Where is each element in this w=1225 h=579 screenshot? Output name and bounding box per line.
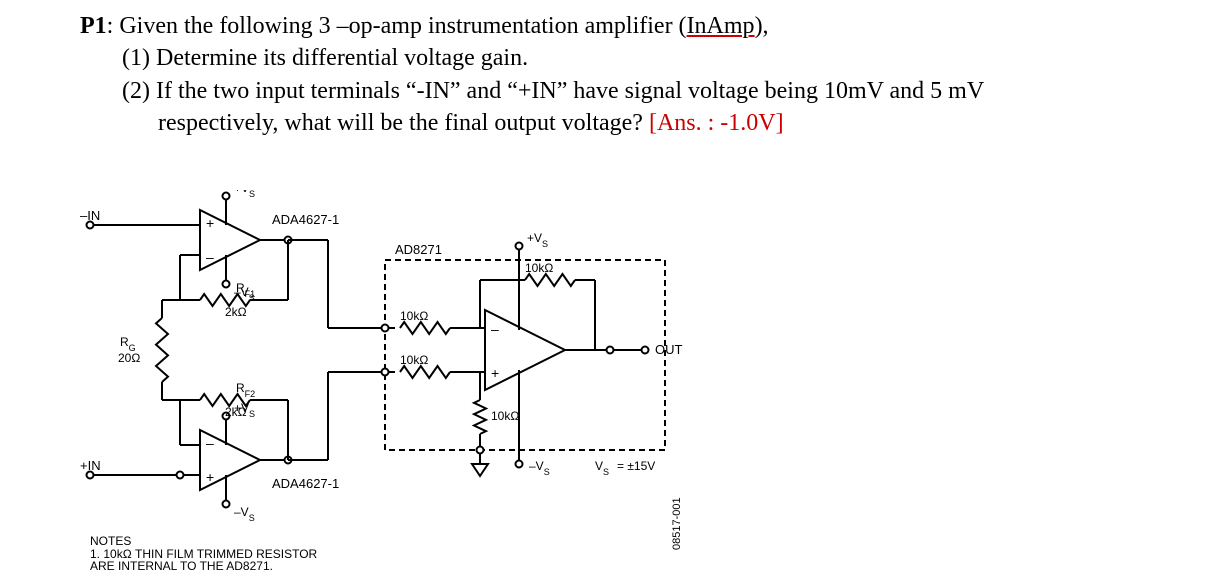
svg-text:10kΩ: 10kΩ	[525, 261, 553, 275]
svg-text:ARE INTERNAL TO THE AD8271.: ARE INTERNAL TO THE AD8271.	[90, 559, 273, 570]
svg-text:ADA4627-1: ADA4627-1	[272, 476, 339, 491]
circuit-diagram: +–+VS–VSADA4627-1–IN–++VS–VSADA4627-1+IN…	[80, 190, 690, 575]
svg-text:–: –	[206, 249, 214, 265]
svg-text:–: –	[206, 435, 214, 451]
svg-text:–IN: –IN	[80, 208, 100, 223]
svg-text:2kΩ: 2kΩ	[225, 305, 247, 319]
svg-text:–VS: –VS	[529, 459, 550, 477]
p1-line-1: P1: Given the following 3 –op-amp instru…	[80, 10, 1225, 42]
svg-text:–: –	[491, 321, 499, 337]
svg-text:+: +	[491, 365, 499, 381]
p1-heading: P1	[80, 13, 107, 39]
svg-text:NOTES: NOTES	[90, 534, 131, 548]
svg-text:+VS: +VS	[234, 190, 255, 199]
svg-text:+IN: +IN	[80, 458, 101, 473]
svg-text:+VS: +VS	[527, 231, 548, 249]
svg-text:+: +	[206, 469, 214, 485]
svg-text:20Ω: 20Ω	[118, 351, 140, 365]
svg-text:AD8271: AD8271	[395, 242, 442, 257]
p1-q2a: (2) If the two input terminals “-IN” and…	[80, 75, 1225, 107]
svg-text:= ±15V: = ±15V	[617, 459, 655, 473]
svg-text:–VS: –VS	[234, 505, 255, 523]
p1-q2b: respectively, what will be the final out…	[80, 107, 1225, 139]
svg-text:08517-001: 08517-001	[671, 497, 683, 550]
svg-text:+: +	[206, 215, 214, 231]
answer-text: [Ans. : -1.0V]	[649, 110, 784, 136]
svg-text:OUT: OUT	[655, 342, 683, 357]
svg-text:10kΩ: 10kΩ	[400, 353, 428, 367]
inamp-link: InAmp	[687, 13, 755, 39]
svg-text:2kΩ: 2kΩ	[225, 405, 247, 419]
svg-text:VS: VS	[595, 459, 609, 477]
p1-q1: (1) Determine its differential voltage g…	[80, 42, 1225, 74]
svg-text:10kΩ: 10kΩ	[400, 309, 428, 323]
svg-text:ADA4627-1: ADA4627-1	[272, 212, 339, 227]
svg-text:10kΩ: 10kΩ	[491, 409, 519, 423]
